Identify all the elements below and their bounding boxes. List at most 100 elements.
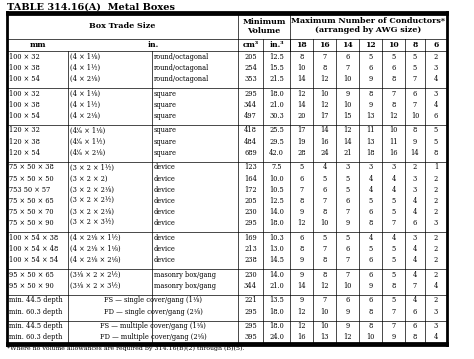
Text: Maximum Number of Conductors*
(arranged by AWG size): Maximum Number of Conductors* (arranged … xyxy=(292,17,446,34)
Text: 9: 9 xyxy=(300,256,304,264)
Text: 8: 8 xyxy=(300,52,304,61)
Text: 4: 4 xyxy=(368,174,373,182)
Text: 5: 5 xyxy=(392,256,396,264)
Text: 10.3: 10.3 xyxy=(269,234,284,242)
Text: 75 × 50 × 65: 75 × 50 × 65 xyxy=(9,197,54,205)
Text: 100 × 54: 100 × 54 xyxy=(9,112,40,120)
Text: 12: 12 xyxy=(343,334,352,341)
Text: 17: 17 xyxy=(297,126,306,135)
Text: device: device xyxy=(154,163,176,171)
Text: 5: 5 xyxy=(392,297,396,304)
Text: 689: 689 xyxy=(244,149,257,157)
Text: 18: 18 xyxy=(366,149,375,157)
Text: FS — single cover/gang (1⅛): FS — single cover/gang (1⅛) xyxy=(104,297,202,304)
Text: 4: 4 xyxy=(413,245,417,253)
Text: 4: 4 xyxy=(434,75,438,83)
Text: 344: 344 xyxy=(244,101,257,109)
Text: min. 44.5 depth: min. 44.5 depth xyxy=(9,297,63,304)
Text: 9: 9 xyxy=(300,271,304,279)
Text: device: device xyxy=(154,245,176,253)
Text: 7: 7 xyxy=(392,219,396,227)
Text: 5: 5 xyxy=(434,126,438,135)
Text: 5: 5 xyxy=(392,197,396,205)
Text: (4 × 1⅛): (4 × 1⅛) xyxy=(70,52,100,61)
Text: 12: 12 xyxy=(297,308,306,316)
Text: *Where no volume allowances are required by 314.16(B)(2) through (B)(5).: *Where no volume allowances are required… xyxy=(7,346,245,351)
Text: 5: 5 xyxy=(346,186,350,194)
Text: 3: 3 xyxy=(434,308,438,316)
Text: 1: 1 xyxy=(434,163,438,171)
Text: 7: 7 xyxy=(346,64,349,72)
Text: 120 × 54: 120 × 54 xyxy=(9,149,40,157)
Text: 18.0: 18.0 xyxy=(269,308,284,316)
Text: 353: 353 xyxy=(244,75,257,83)
Text: 18.0: 18.0 xyxy=(269,219,284,227)
Text: 7: 7 xyxy=(322,297,327,304)
Text: 75 × 50 × 50: 75 × 50 × 50 xyxy=(9,174,54,182)
Text: 295: 295 xyxy=(244,308,257,316)
Text: (3⅛ × 2 × 2½): (3⅛ × 2 × 2½) xyxy=(70,271,120,279)
Text: 497: 497 xyxy=(244,112,257,120)
Text: 5: 5 xyxy=(368,52,373,61)
Text: 8: 8 xyxy=(413,126,417,135)
Text: 13: 13 xyxy=(366,112,375,120)
Text: 14: 14 xyxy=(297,101,306,109)
Text: 5: 5 xyxy=(368,245,373,253)
Text: 8: 8 xyxy=(322,64,327,72)
Text: 100 × 38: 100 × 38 xyxy=(9,64,40,72)
Text: 25.5: 25.5 xyxy=(269,126,284,135)
Text: 172: 172 xyxy=(244,186,257,194)
Text: 8: 8 xyxy=(368,322,373,330)
Text: 95 × 50 × 65: 95 × 50 × 65 xyxy=(9,271,54,279)
Text: square: square xyxy=(154,101,177,109)
Text: 42.0: 42.0 xyxy=(269,149,284,157)
Text: 3: 3 xyxy=(346,163,350,171)
Text: 4: 4 xyxy=(434,101,438,109)
Text: 2: 2 xyxy=(434,174,438,182)
Text: 12: 12 xyxy=(320,282,329,290)
Text: 7: 7 xyxy=(392,308,396,316)
Text: 2: 2 xyxy=(434,256,438,264)
Text: 100 × 54 × 38: 100 × 54 × 38 xyxy=(9,234,58,242)
Text: (4 × 2⅛): (4 × 2⅛) xyxy=(70,75,100,83)
Text: 6: 6 xyxy=(346,297,350,304)
Text: 12.5: 12.5 xyxy=(269,52,284,61)
Text: 8: 8 xyxy=(392,282,396,290)
Text: (4 × 1½): (4 × 1½) xyxy=(70,64,100,72)
Text: round/octagonal: round/octagonal xyxy=(154,64,209,72)
Text: 28: 28 xyxy=(297,149,306,157)
Text: 238: 238 xyxy=(244,256,257,264)
Text: 6: 6 xyxy=(413,308,417,316)
Text: 8: 8 xyxy=(300,197,304,205)
Text: 2: 2 xyxy=(434,271,438,279)
Text: 4: 4 xyxy=(434,282,438,290)
Text: 7: 7 xyxy=(346,271,349,279)
Text: 3: 3 xyxy=(434,64,438,72)
Text: 9: 9 xyxy=(346,322,350,330)
Text: min. 60.3 depth: min. 60.3 depth xyxy=(9,308,63,316)
Text: square: square xyxy=(154,112,177,120)
Text: 10: 10 xyxy=(366,334,374,341)
Text: device: device xyxy=(154,186,176,194)
Text: square: square xyxy=(154,137,177,146)
Text: Box Trade Size: Box Trade Size xyxy=(89,23,155,31)
Text: 6: 6 xyxy=(368,208,373,216)
Text: 4: 4 xyxy=(368,234,373,242)
Text: device: device xyxy=(154,208,176,216)
Text: 12: 12 xyxy=(365,41,376,49)
Text: (3 × 2 × 2): (3 × 2 × 2) xyxy=(70,174,108,182)
Text: 395: 395 xyxy=(244,334,257,341)
Text: 164: 164 xyxy=(244,174,257,182)
Text: 7.5: 7.5 xyxy=(271,163,282,171)
Text: 10: 10 xyxy=(320,89,328,98)
Text: 10: 10 xyxy=(343,75,352,83)
Text: 6: 6 xyxy=(346,245,350,253)
Text: 30.3: 30.3 xyxy=(269,112,284,120)
Text: 4: 4 xyxy=(413,297,417,304)
Text: 8: 8 xyxy=(392,75,396,83)
Text: 6: 6 xyxy=(434,112,438,120)
Text: 14: 14 xyxy=(320,126,329,135)
Text: 120 × 38: 120 × 38 xyxy=(9,137,40,146)
Text: 5: 5 xyxy=(392,245,396,253)
Text: 8: 8 xyxy=(368,219,373,227)
